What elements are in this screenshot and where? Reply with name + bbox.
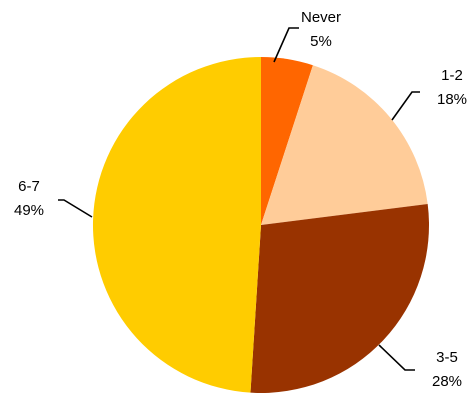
slice-percent-label: 28% xyxy=(432,373,462,390)
leader-line-never xyxy=(273,27,299,63)
slice-1-2 xyxy=(261,65,428,225)
slice-category-label: 3-5 xyxy=(436,349,458,366)
slice-labels: Never 5% 1-2 18% 3-5 28% 6-7 49% xyxy=(14,9,467,390)
slice-percent-label: 49% xyxy=(14,202,44,219)
slice-3-5 xyxy=(250,203,430,394)
leader-line-3-5 xyxy=(378,344,415,371)
slice-percent-label: 5% xyxy=(310,33,332,50)
slice-category-label: 6-7 xyxy=(18,178,40,195)
slice-category-label: Never xyxy=(301,9,341,26)
slice-never xyxy=(261,57,313,225)
leader-line-6-7 xyxy=(58,199,93,218)
pie-slices xyxy=(92,57,430,394)
leader-line-1-2 xyxy=(391,91,420,121)
slice-category-label: 1-2 xyxy=(441,67,463,84)
slice-percent-label: 18% xyxy=(437,91,467,108)
leader-lines xyxy=(58,27,420,371)
slice-6-7 xyxy=(92,57,261,393)
